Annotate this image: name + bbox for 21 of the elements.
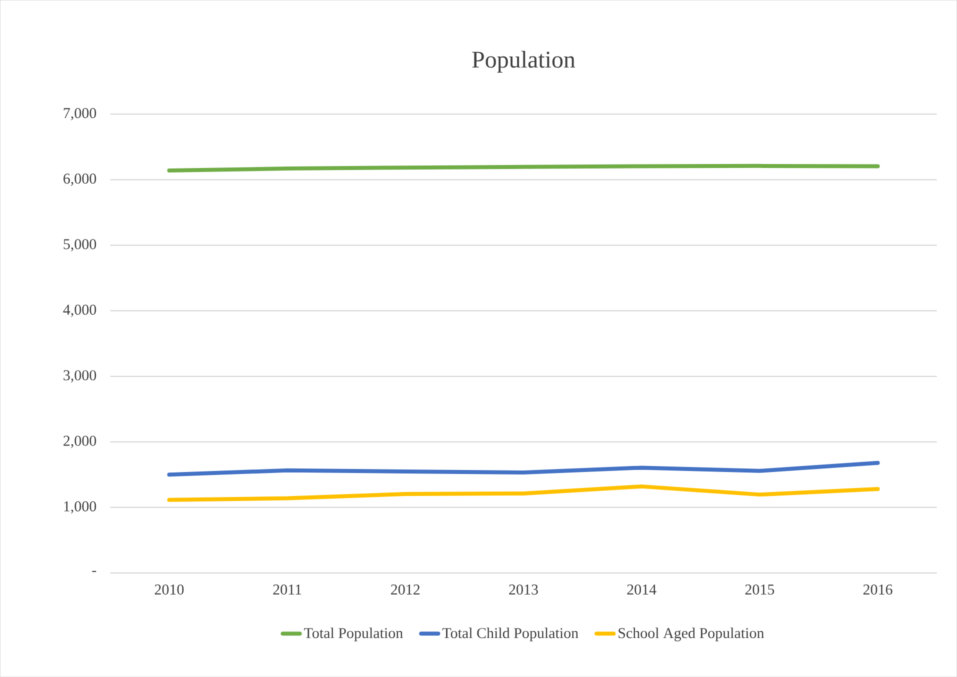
x-tick-label: 2013 [509, 584, 538, 595]
y-tick-label: 1,000 [64, 501, 96, 514]
x-tick-label: 2014 [627, 584, 656, 595]
y-tick-label: 6,000 [64, 174, 96, 186]
y-tick-label: 7,000 [64, 108, 96, 120]
y-tick-label: 3,000 [64, 370, 96, 382]
legend-label: Total Child Population [442, 628, 578, 642]
x-tick-label: 2015 [745, 584, 774, 595]
legend-label: School Aged Population [618, 628, 764, 642]
x-tick-label: 2012 [391, 584, 420, 595]
chart-title: Population [472, 50, 576, 73]
y-tick-label: - [92, 570, 96, 572]
line-series [167, 460, 880, 477]
legend-label: Total Population [304, 628, 403, 642]
y-tick-label: 4,000 [63, 304, 96, 317]
x-tick-label: 2011 [273, 584, 302, 595]
line-series [167, 484, 880, 502]
x-tick-label: 2010 [154, 584, 184, 595]
y-tick-label: 5,000 [64, 239, 96, 252]
y-tick-label: 2,000 [64, 436, 96, 448]
x-tick-label: 2016 [863, 584, 892, 595]
